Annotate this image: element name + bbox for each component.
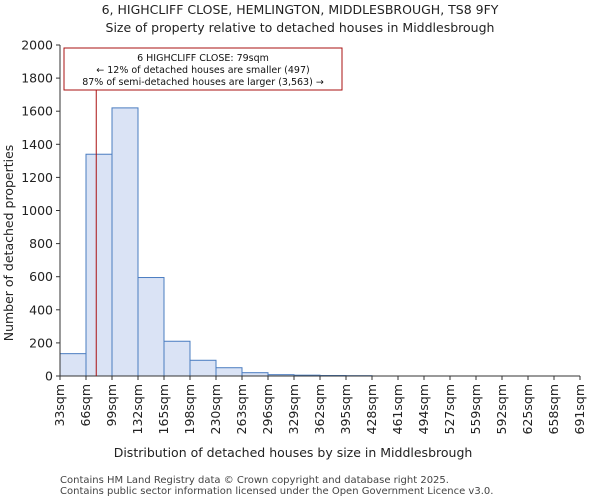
- y-tick-label: 1200: [21, 170, 53, 185]
- bar-198sqm: [189, 359, 217, 377]
- y-axis-label: Number of detached properties: [1, 145, 16, 342]
- y-tick-label: 600: [29, 269, 53, 284]
- annotation-line-2: ← 12% of detached houses are smaller (49…: [96, 65, 309, 76]
- bars-group: [59, 107, 373, 377]
- bar-99sqm: [111, 107, 139, 377]
- bar-66sqm: [85, 153, 113, 377]
- y-tick-label: 2000: [21, 38, 53, 53]
- y-tick-label: 1800: [21, 71, 53, 86]
- x-tick-label: 33sqm: [52, 384, 67, 427]
- y-tick-label: 1000: [21, 203, 53, 218]
- x-tick-label: 296sqm: [260, 384, 275, 434]
- x-tick-label: 625sqm: [520, 384, 535, 434]
- x-tick-label: 263sqm: [234, 384, 249, 434]
- x-axis-ticks: 33sqm 66sqm 99sqm 132sqm 165sqm 198sqm 230sqm 2…: [52, 376, 587, 434]
- x-tick-label: 395sqm: [338, 384, 353, 434]
- y-tick-label: 0: [45, 369, 53, 384]
- x-tick-label: 527sqm: [442, 384, 457, 434]
- x-tick-label: 592sqm: [494, 384, 509, 434]
- annotation-line-1: 6 HIGHCLIFF CLOSE: 79sqm: [137, 53, 269, 64]
- x-tick-label: 658sqm: [546, 384, 561, 434]
- x-tick-label: 494sqm: [416, 384, 431, 434]
- y-axis-ticks: 0 200 400 600 800 1000 1200 1400 1600 1800 2000: [21, 38, 60, 384]
- x-tick-label: 230sqm: [208, 384, 223, 434]
- x-axis-label: Distribution of detached houses by size …: [114, 445, 473, 460]
- y-tick-label: 1600: [21, 104, 53, 119]
- x-tick-label: 362sqm: [312, 384, 327, 434]
- x-tick-label: 66sqm: [78, 384, 93, 427]
- chart-subtitle: Size of property relative to detached ho…: [106, 20, 495, 35]
- x-tick-label: 165sqm: [156, 384, 171, 434]
- footer-line-1: Contains HM Land Registry data © Crown c…: [60, 475, 449, 486]
- chart-title: 6, HIGHCLIFF CLOSE, HEMLINGTON, MIDDLESB…: [102, 2, 499, 17]
- x-tick-label: 559sqm: [468, 384, 483, 434]
- bar-165sqm: [163, 340, 191, 377]
- y-tick-label: 200: [29, 335, 53, 350]
- y-tick-label: 400: [29, 302, 53, 317]
- x-tick-label: 461sqm: [390, 384, 405, 434]
- footer-line-2: Contains public sector information licen…: [60, 486, 493, 497]
- bar-230sqm: [215, 367, 243, 377]
- annotation-box: [63, 47, 343, 91]
- bar-33sqm: [59, 353, 87, 377]
- x-tick-label: 132sqm: [130, 384, 145, 434]
- x-tick-label: 428sqm: [364, 384, 379, 434]
- x-tick-label: 198sqm: [182, 384, 197, 434]
- x-tick-label: 691sqm: [572, 384, 587, 434]
- x-tick-label: 99sqm: [104, 384, 119, 427]
- y-tick-label: 1400: [21, 137, 53, 152]
- bar-132sqm: [137, 277, 165, 377]
- x-tick-label: 329sqm: [286, 384, 301, 434]
- annotation-line-3: 87% of semi-detached houses are larger (…: [82, 77, 324, 88]
- y-tick-label: 800: [29, 236, 53, 251]
